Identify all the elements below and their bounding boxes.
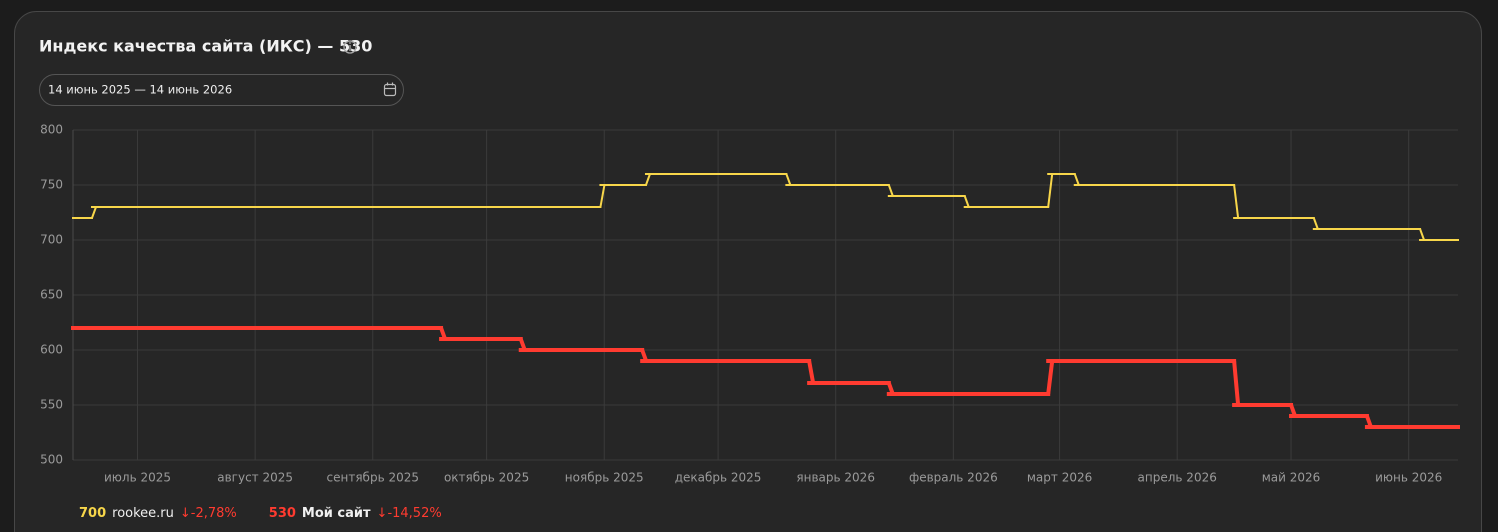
x-tick-label: июнь 2026 — [1375, 471, 1442, 485]
y-tick-label: 600 — [40, 343, 63, 357]
legend-name: Мой сайт — [301, 506, 371, 521]
legend-value: 700 — [79, 506, 107, 521]
y-tick-label: 800 — [40, 123, 63, 137]
legend-change: ↓-14,52% — [376, 506, 442, 521]
step-riser — [1312, 217, 1319, 230]
x-tick-label: февраль 2026 — [909, 471, 998, 485]
x-tick-label: апрель 2026 — [1138, 471, 1217, 485]
x-tick-label: июль 2025 — [104, 471, 171, 485]
step-riser — [1073, 173, 1080, 186]
step-riser — [963, 195, 970, 208]
x-tick-label: декабрь 2025 — [675, 471, 762, 485]
legend-item[interactable]: 530 Мой сайт ↓-14,52% — [269, 506, 448, 521]
x-tick-label: сентябрь 2025 — [327, 471, 419, 485]
y-tick-label: 550 — [40, 398, 63, 412]
x-tick-label: март 2026 — [1027, 471, 1092, 485]
step-riser — [91, 206, 97, 219]
step-riser — [645, 173, 651, 186]
x-tick-label: май 2026 — [1262, 471, 1321, 485]
y-tick-label: 500 — [40, 453, 63, 467]
step-riser — [1232, 360, 1241, 406]
step-riser — [807, 360, 816, 384]
x-tick-label: октябрь 2025 — [444, 471, 529, 485]
step-riser — [887, 184, 894, 197]
y-tick-label: 650 — [40, 288, 63, 302]
x-tick-label: ноябрь 2025 — [565, 471, 644, 485]
legend: 700 rookee.ru ↓-2,78% 530 Мой сайт ↓-14,52% — [79, 506, 448, 521]
legend-name: rookee.ru — [112, 506, 174, 521]
step-riser — [1419, 228, 1425, 241]
x-tick-label: январь 2026 — [796, 471, 875, 485]
legend-item[interactable]: 700 rookee.ru ↓-2,78% — [79, 506, 243, 521]
step-riser — [785, 173, 792, 186]
y-tick-label: 700 — [40, 233, 63, 247]
date-range: 14 июнь 2025 — 14 июнь 2026 — [48, 83, 232, 97]
step-riser — [1047, 173, 1054, 208]
legend-value: 530 — [268, 506, 296, 521]
y-tick-label: 750 — [40, 178, 63, 192]
legend-change: ↓-2,78% — [179, 506, 237, 521]
info-icon[interactable] — [343, 40, 357, 54]
title: Индекс качества сайта (ИКС) — 530 — [39, 37, 372, 56]
card — [14, 11, 1482, 532]
date-picker[interactable] — [39, 74, 404, 106]
step-riser — [1046, 360, 1055, 395]
calendar-icon[interactable] — [383, 82, 397, 97]
step-riser — [1233, 184, 1240, 219]
step-riser — [599, 184, 606, 208]
x-tick-label: август 2025 — [217, 471, 293, 485]
